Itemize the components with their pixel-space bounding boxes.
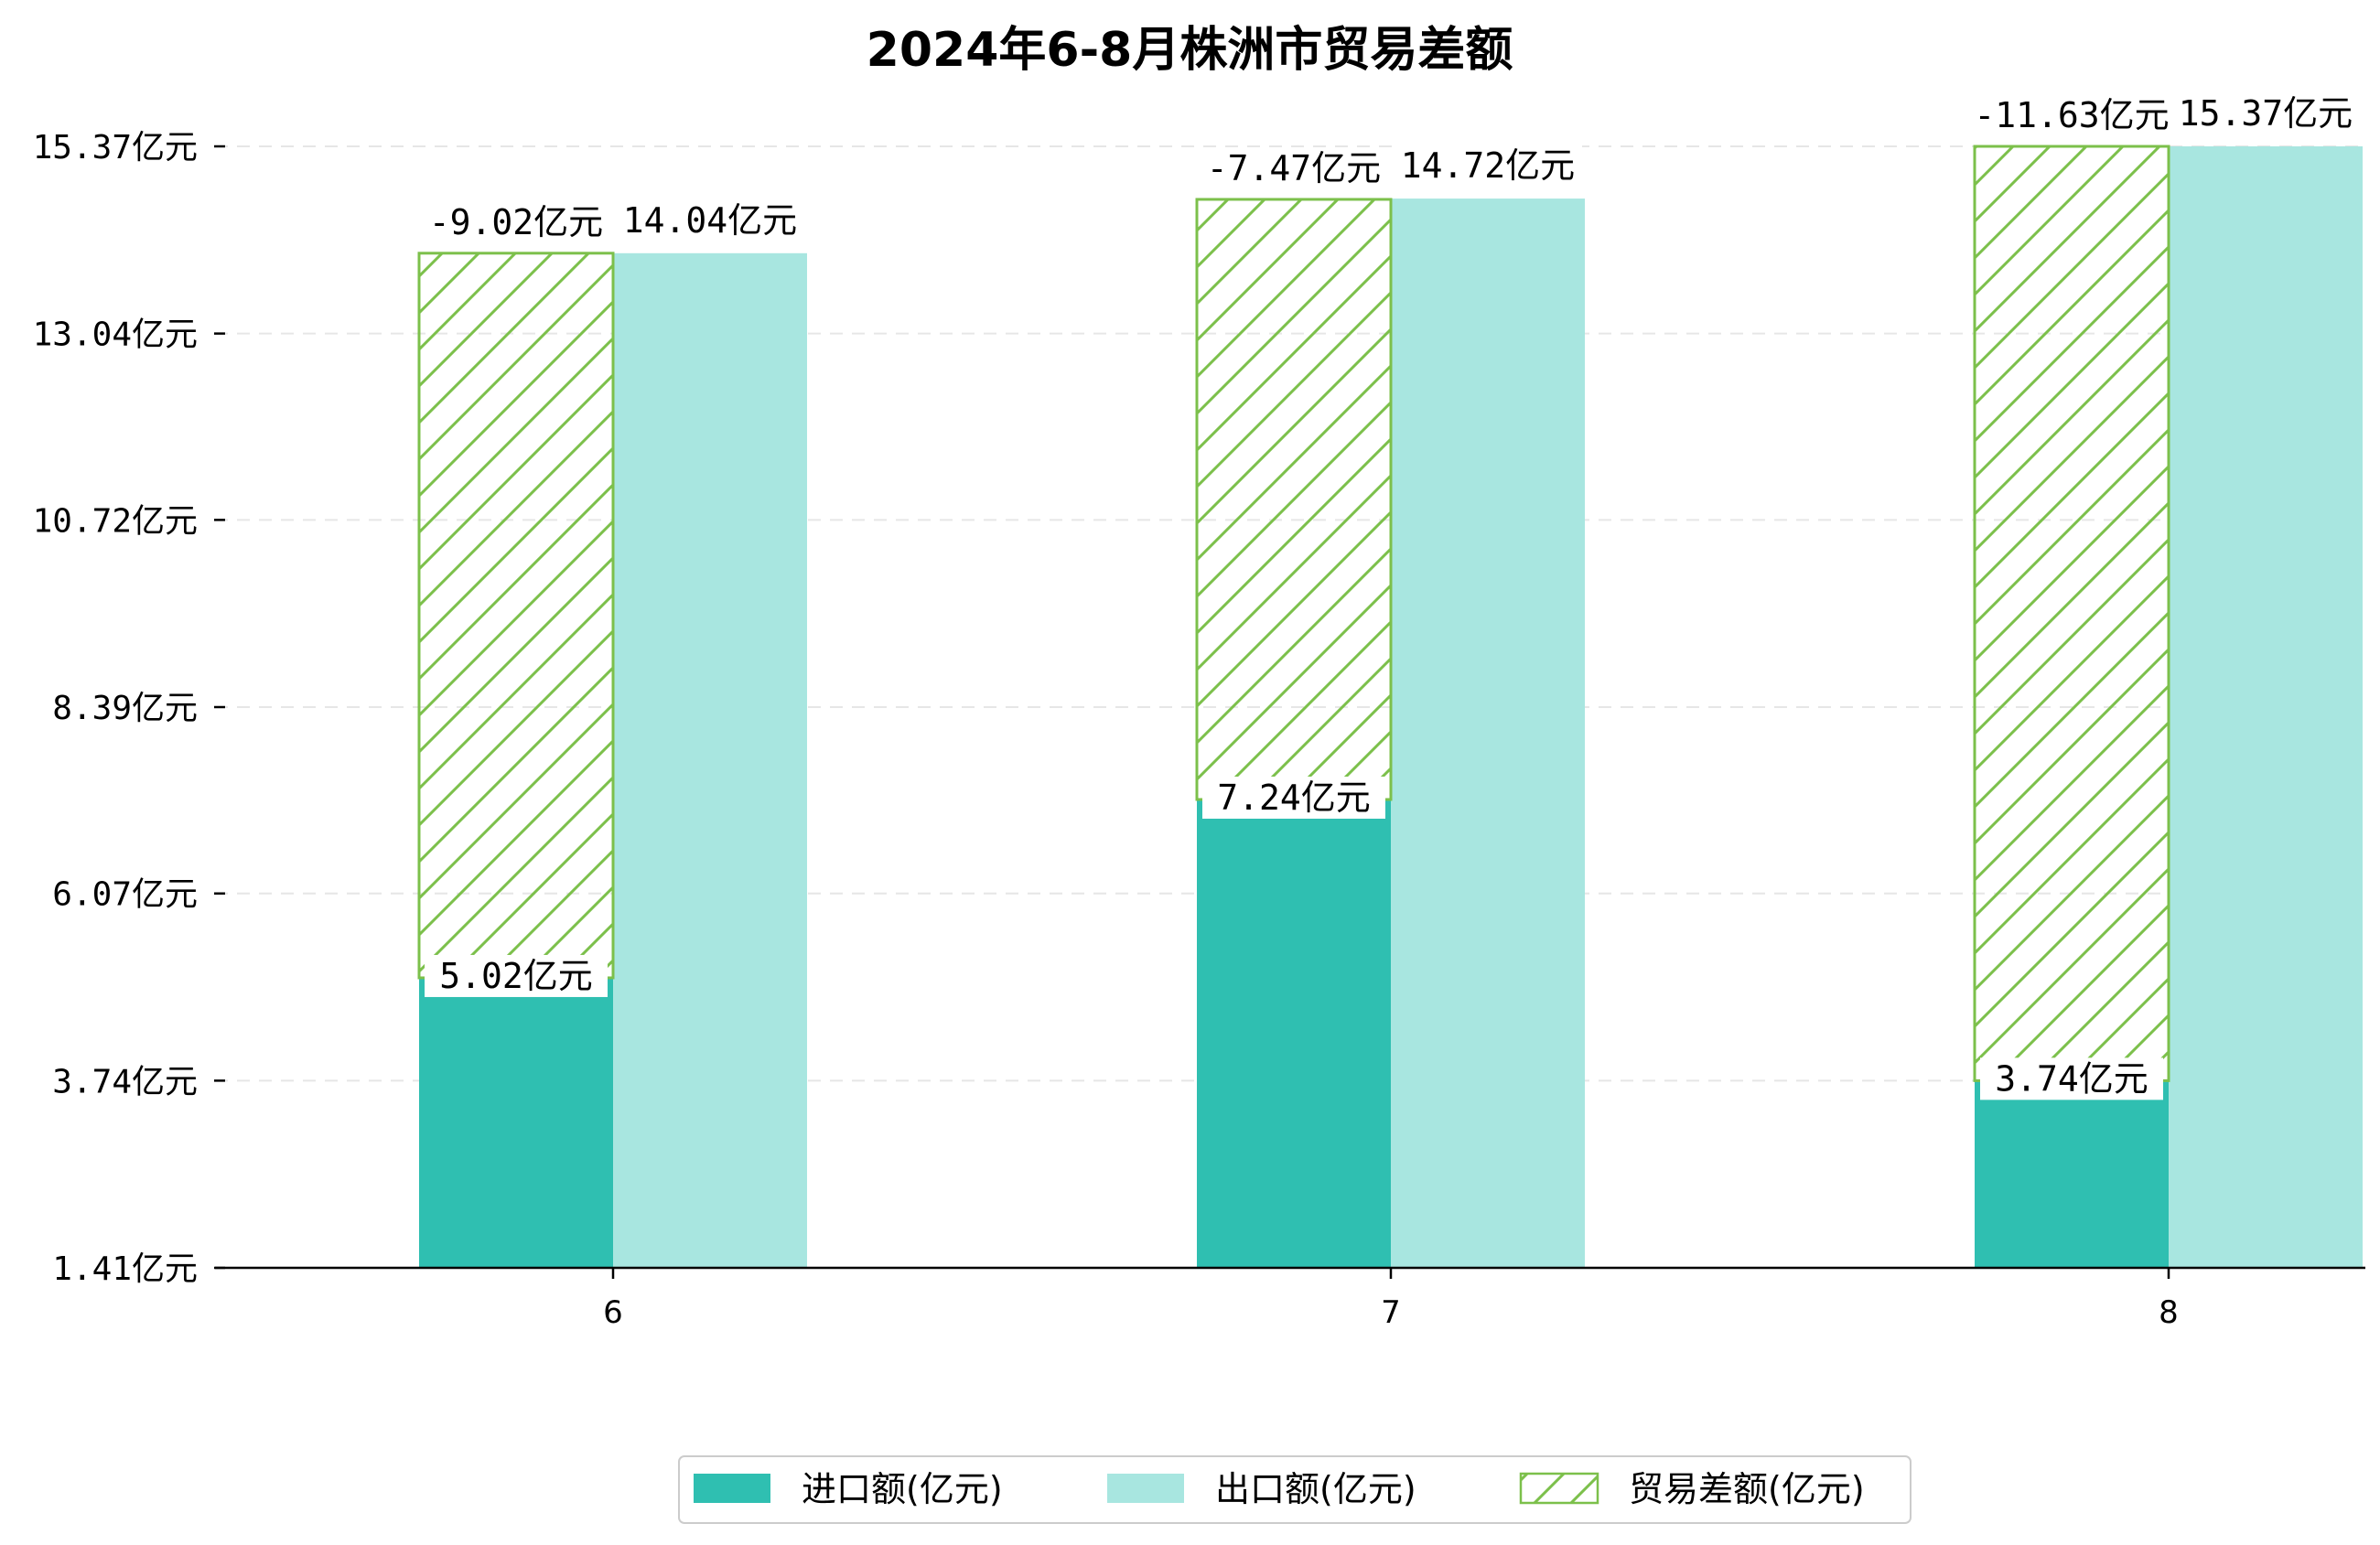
data-label-export: 14.04亿元 — [623, 200, 797, 241]
data-label-balance: -9.02亿元 — [429, 202, 603, 242]
x-tick-label: 7 — [1381, 1294, 1401, 1331]
legend-swatch-balance — [1519, 1472, 1599, 1505]
bar-export — [613, 252, 807, 1268]
data-label-export: 14.72亿元 — [1401, 145, 1575, 186]
data-label-export: 15.37亿元 — [2179, 93, 2353, 134]
data-label-import: 3.74亿元 — [1995, 1058, 2148, 1099]
data-label-import-bg — [1202, 776, 1385, 819]
bars — [417, 145, 2363, 1269]
y-tick-label: 8.39亿元 — [52, 690, 198, 727]
bar-balance — [1973, 145, 2170, 1082]
x-tick-label: 8 — [2159, 1294, 2179, 1331]
data-label-import: 7.24亿元 — [1217, 778, 1371, 818]
data-label-balance-bg — [1190, 146, 1397, 189]
legend-swatch-import — [694, 1474, 770, 1503]
data-label-balance: -7.47亿元 — [1207, 148, 1381, 188]
x-tick-label: 6 — [603, 1294, 623, 1331]
y-tick-label: 3.74亿元 — [52, 1063, 198, 1100]
legend-label-import: 进口额(亿元) — [802, 1469, 1003, 1509]
data-label-import-bg — [1980, 1057, 2163, 1100]
y-tick-label: 15.37亿元 — [33, 129, 198, 166]
legend-label-export: 出口额(亿元) — [1215, 1469, 1416, 1509]
bar-export — [2169, 146, 2363, 1268]
legend: 进口额(亿元) 出口额(亿元) 贸易差额(亿元) — [678, 1455, 1912, 1524]
data-labels: 5.02亿元 -9.02亿元 14.04亿元 7.24亿元 -7.47亿元 14.72亿元… — [413, 92, 2360, 1100]
bar-export — [1391, 198, 1585, 1269]
chart-title: 2024年6-8月株洲市贸易差额 — [867, 23, 1513, 78]
bar-balance — [1195, 198, 1393, 801]
legend-frame — [678, 1455, 1912, 1524]
data-label-export-bg — [616, 198, 804, 241]
x-axis: 6 7 8 — [603, 1268, 2179, 1331]
bar-import — [419, 977, 613, 1268]
data-label-export-bg — [2171, 92, 2360, 134]
data-label-import: 5.02亿元 — [439, 956, 593, 996]
data-label-balance-bg — [1968, 94, 2175, 136]
bar-import — [1975, 1080, 2169, 1268]
y-tick-label: 6.07亿元 — [52, 876, 198, 914]
legend-label-balance: 贸易差额(亿元) — [1629, 1469, 1865, 1509]
data-label-import-bg — [425, 954, 608, 997]
bar-balance — [417, 252, 615, 980]
data-label-export-bg — [1394, 145, 1582, 188]
data-label-balance: -11.63亿元 — [1974, 95, 2169, 135]
bar-import — [1197, 799, 1391, 1268]
y-tick-label: 1.41亿元 — [52, 1250, 198, 1288]
legend-swatch-export — [1107, 1474, 1184, 1503]
y-axis: 1.41亿元 3.74亿元 6.07亿元 8.39亿元 10.72亿元 13.04亿元 15… — [33, 129, 225, 1288]
y-tick-label: 13.04亿元 — [33, 317, 198, 354]
y-tick-label: 10.72亿元 — [33, 502, 198, 540]
data-label-balance-bg — [413, 200, 619, 243]
